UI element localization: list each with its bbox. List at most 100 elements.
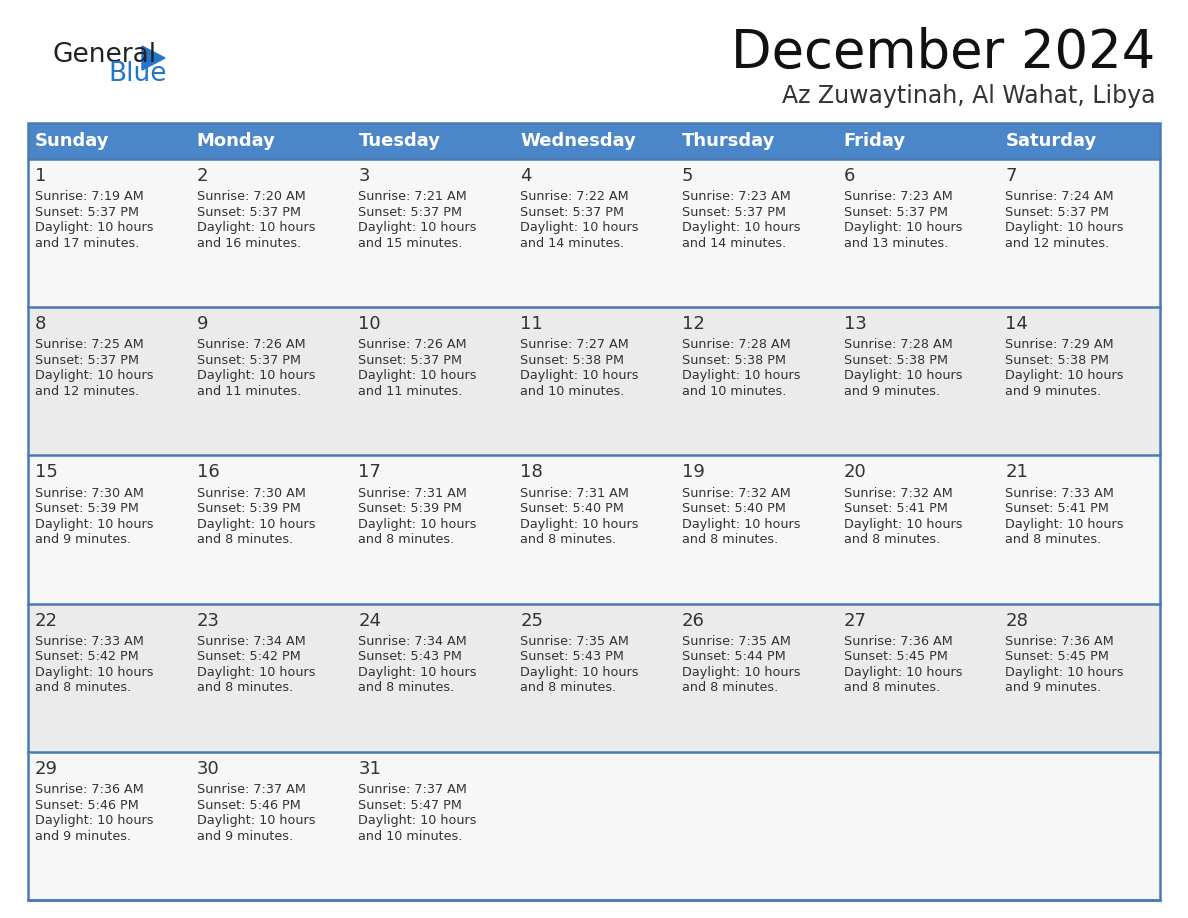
Bar: [29, 123, 1159, 159]
Text: Sunrise: 7:21 AM: Sunrise: 7:21 AM: [359, 190, 467, 203]
Text: Sunrise: 7:19 AM: Sunrise: 7:19 AM: [34, 190, 144, 203]
Text: Daylight: 10 hours: Daylight: 10 hours: [682, 666, 801, 678]
Text: Sunset: 5:43 PM: Sunset: 5:43 PM: [520, 650, 624, 664]
Text: and 9 minutes.: and 9 minutes.: [197, 830, 292, 843]
Text: 27: 27: [843, 611, 866, 630]
Text: Daylight: 10 hours: Daylight: 10 hours: [197, 666, 315, 678]
Text: Daylight: 10 hours: Daylight: 10 hours: [359, 666, 476, 678]
Text: Sunset: 5:42 PM: Sunset: 5:42 PM: [34, 650, 139, 664]
Text: Friday: Friday: [843, 132, 905, 150]
Text: December 2024: December 2024: [731, 27, 1155, 79]
Bar: [675, 159, 836, 308]
Text: 15: 15: [34, 464, 58, 481]
Bar: [998, 308, 1159, 455]
Bar: [675, 455, 836, 604]
Text: and 9 minutes.: and 9 minutes.: [843, 385, 940, 397]
Text: Sunset: 5:43 PM: Sunset: 5:43 PM: [359, 650, 462, 664]
Text: Daylight: 10 hours: Daylight: 10 hours: [34, 221, 153, 234]
Text: Sunrise: 7:31 AM: Sunrise: 7:31 AM: [520, 487, 628, 499]
Text: Sunrise: 7:29 AM: Sunrise: 7:29 AM: [1005, 339, 1114, 352]
Bar: [836, 455, 998, 604]
Bar: [29, 159, 190, 308]
Text: Daylight: 10 hours: Daylight: 10 hours: [34, 666, 153, 678]
Text: Sunset: 5:38 PM: Sunset: 5:38 PM: [1005, 354, 1110, 367]
Text: Daylight: 10 hours: Daylight: 10 hours: [1005, 518, 1124, 531]
Bar: [352, 604, 513, 752]
Text: 28: 28: [1005, 611, 1028, 630]
Bar: [998, 604, 1159, 752]
Text: Sunday: Sunday: [34, 132, 109, 150]
Text: and 9 minutes.: and 9 minutes.: [34, 830, 131, 843]
Text: Sunset: 5:46 PM: Sunset: 5:46 PM: [197, 799, 301, 812]
Text: and 9 minutes.: and 9 minutes.: [1005, 681, 1101, 694]
Bar: [190, 604, 352, 752]
Text: and 15 minutes.: and 15 minutes.: [359, 237, 463, 250]
Text: 2: 2: [197, 167, 208, 185]
Text: 22: 22: [34, 611, 58, 630]
Text: and 12 minutes.: and 12 minutes.: [34, 385, 139, 397]
Text: Sunrise: 7:30 AM: Sunrise: 7:30 AM: [34, 487, 144, 499]
Text: Daylight: 10 hours: Daylight: 10 hours: [197, 221, 315, 234]
Bar: [29, 455, 190, 604]
Text: Daylight: 10 hours: Daylight: 10 hours: [197, 369, 315, 383]
Text: Sunrise: 7:36 AM: Sunrise: 7:36 AM: [1005, 635, 1114, 648]
Text: Daylight: 10 hours: Daylight: 10 hours: [520, 518, 639, 531]
Text: Sunset: 5:46 PM: Sunset: 5:46 PM: [34, 799, 139, 812]
Text: Blue: Blue: [108, 61, 166, 87]
Text: Sunset: 5:38 PM: Sunset: 5:38 PM: [682, 354, 785, 367]
Bar: [998, 752, 1159, 900]
Text: 23: 23: [197, 611, 220, 630]
Text: and 8 minutes.: and 8 minutes.: [520, 533, 617, 546]
Text: Sunrise: 7:36 AM: Sunrise: 7:36 AM: [843, 635, 953, 648]
Text: Sunrise: 7:34 AM: Sunrise: 7:34 AM: [197, 635, 305, 648]
Bar: [513, 455, 675, 604]
Bar: [352, 455, 513, 604]
Text: Sunset: 5:37 PM: Sunset: 5:37 PM: [359, 354, 462, 367]
Text: Daylight: 10 hours: Daylight: 10 hours: [843, 221, 962, 234]
Bar: [352, 308, 513, 455]
Text: Sunrise: 7:35 AM: Sunrise: 7:35 AM: [520, 635, 628, 648]
Text: Sunrise: 7:33 AM: Sunrise: 7:33 AM: [1005, 487, 1114, 499]
Bar: [352, 752, 513, 900]
Text: and 10 minutes.: and 10 minutes.: [359, 830, 463, 843]
Text: 30: 30: [197, 760, 220, 778]
Text: and 10 minutes.: and 10 minutes.: [682, 385, 786, 397]
Text: Sunrise: 7:37 AM: Sunrise: 7:37 AM: [359, 783, 467, 796]
Text: Sunrise: 7:30 AM: Sunrise: 7:30 AM: [197, 487, 305, 499]
Text: Sunset: 5:37 PM: Sunset: 5:37 PM: [520, 206, 624, 218]
Text: Sunset: 5:37 PM: Sunset: 5:37 PM: [197, 206, 301, 218]
Text: Sunset: 5:45 PM: Sunset: 5:45 PM: [843, 650, 948, 664]
Text: Daylight: 10 hours: Daylight: 10 hours: [1005, 369, 1124, 383]
Text: Daylight: 10 hours: Daylight: 10 hours: [682, 221, 801, 234]
Text: Daylight: 10 hours: Daylight: 10 hours: [843, 666, 962, 678]
Bar: [998, 455, 1159, 604]
Text: 9: 9: [197, 315, 208, 333]
Text: Sunrise: 7:31 AM: Sunrise: 7:31 AM: [359, 487, 467, 499]
Text: and 8 minutes.: and 8 minutes.: [1005, 533, 1101, 546]
Text: and 9 minutes.: and 9 minutes.: [34, 533, 131, 546]
Text: Daylight: 10 hours: Daylight: 10 hours: [34, 814, 153, 827]
Text: 3: 3: [359, 167, 369, 185]
Text: Sunrise: 7:23 AM: Sunrise: 7:23 AM: [843, 190, 953, 203]
Bar: [836, 604, 998, 752]
Bar: [29, 123, 1159, 900]
Text: 14: 14: [1005, 315, 1028, 333]
Text: Sunset: 5:39 PM: Sunset: 5:39 PM: [359, 502, 462, 515]
Text: and 12 minutes.: and 12 minutes.: [1005, 237, 1110, 250]
Text: Daylight: 10 hours: Daylight: 10 hours: [843, 518, 962, 531]
Text: 6: 6: [843, 167, 855, 185]
Text: Daylight: 10 hours: Daylight: 10 hours: [520, 369, 639, 383]
Text: Sunset: 5:42 PM: Sunset: 5:42 PM: [197, 650, 301, 664]
Text: Sunrise: 7:32 AM: Sunrise: 7:32 AM: [682, 487, 790, 499]
Text: Sunset: 5:47 PM: Sunset: 5:47 PM: [359, 799, 462, 812]
Bar: [190, 752, 352, 900]
Text: General: General: [52, 42, 156, 68]
Text: Wednesday: Wednesday: [520, 132, 636, 150]
Text: Saturday: Saturday: [1005, 132, 1097, 150]
Text: Daylight: 10 hours: Daylight: 10 hours: [1005, 666, 1124, 678]
Text: Daylight: 10 hours: Daylight: 10 hours: [197, 814, 315, 827]
Text: 17: 17: [359, 464, 381, 481]
Text: Sunrise: 7:27 AM: Sunrise: 7:27 AM: [520, 339, 628, 352]
Bar: [29, 604, 190, 752]
Text: and 8 minutes.: and 8 minutes.: [197, 533, 293, 546]
